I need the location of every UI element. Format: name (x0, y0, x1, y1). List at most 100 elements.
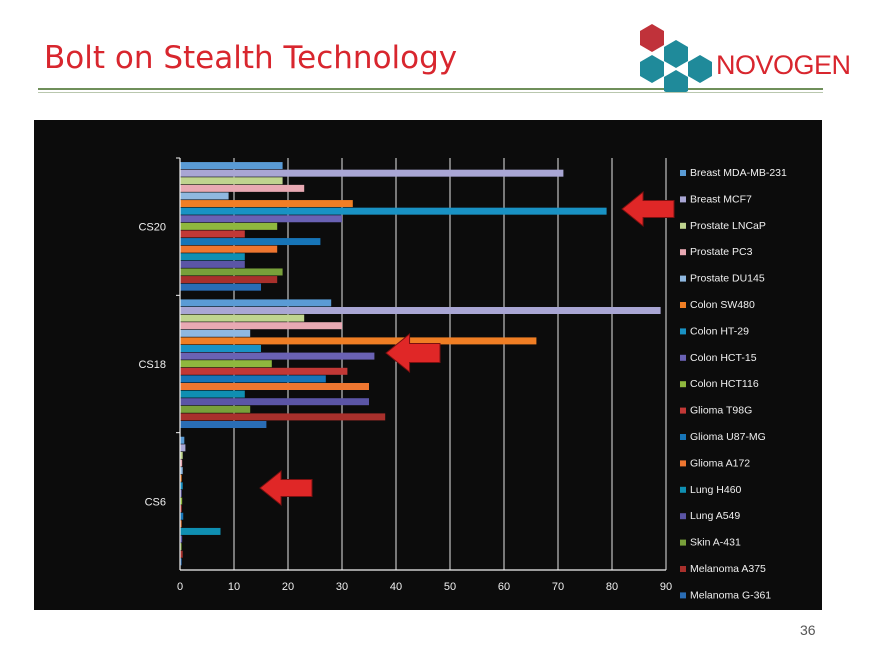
title-divider-shadow (38, 92, 823, 93)
logo-hexagon-right (688, 55, 712, 83)
bar-cs6-breast-mda-mb-231 (180, 436, 185, 444)
bar-cs6-glioma-a172 (180, 520, 182, 528)
bar-cs20-colon-sw480 (180, 200, 353, 208)
y-tick-label: CS18 (138, 359, 166, 371)
bar-cs18-colon-hct116 (180, 360, 272, 368)
x-tick-label: 80 (606, 581, 618, 593)
legend-swatch (680, 328, 686, 335)
bar-cs18-prostate-du145 (180, 329, 251, 337)
legend-entry: Breast MCF7 (690, 193, 752, 205)
bar-cs18-breast-mda-mb-231 (180, 299, 332, 307)
bar-cs6-prostate-lncap (180, 451, 183, 459)
logo-hexagon-top (640, 24, 664, 52)
legend-entry: Glioma U87-MG (690, 431, 766, 443)
legend-entry: Prostate DU145 (690, 273, 765, 285)
bar-chart: CS20 CS18 CS6 0 10 20 30 40 50 60 70 80 90 Breast MDA… (138, 157, 787, 601)
bar-cs20-breast-mda-mb-231 (180, 162, 283, 170)
legend-entry: Prostate PC3 (690, 246, 753, 258)
legend-entry: Skin A-431 (690, 537, 741, 549)
x-tick-label: 10 (228, 581, 240, 593)
bar-cs18-colon-hct-15 (180, 352, 375, 360)
page-number: 36 (800, 622, 816, 638)
bar-cs18-prostate-pc3 (180, 322, 342, 330)
bar-cs6-breast-mcf7 (180, 444, 186, 452)
legend-swatch (680, 566, 686, 572)
bar-cs6-lung-h460 (180, 527, 221, 535)
legend-entry: Breast MDA-MB-231 (690, 167, 787, 179)
x-tick-label: 90 (660, 581, 672, 593)
legend-entry: Colon HCT116 (690, 378, 759, 390)
legend-entry: Glioma A172 (690, 457, 750, 469)
bar-cs20-colon-ht-29 (180, 207, 607, 215)
legend-entry: Colon HCT-15 (690, 352, 757, 364)
bar-cs18-glioma-t98g (180, 367, 348, 375)
novogen-logo-icon (640, 24, 712, 92)
bar-cs20-colon-hct-15 (180, 215, 342, 223)
legend-swatch (680, 539, 686, 546)
bar-cs18-breast-mcf7 (180, 307, 661, 314)
legend-swatch (680, 170, 686, 176)
bar-cs6-glioma-t98g (180, 505, 182, 513)
bar-cs20-colon-hct116 (180, 222, 278, 230)
bar-cs18-glioma-a172 (180, 383, 369, 390)
red-arrow-icon (259, 469, 313, 507)
legend-entry: Melanoma G-361 (690, 589, 771, 601)
legend-entry: Colon HT-29 (690, 325, 749, 337)
legend-swatch (680, 513, 686, 520)
y-tick-label: CS6 (145, 496, 166, 508)
legend-swatch (680, 407, 686, 414)
red-arrow-icon (621, 190, 675, 228)
bar-cs6-colon-hct-15 (180, 489, 182, 497)
bar-cs6-lung-a549 (180, 535, 183, 543)
logo-hexagon-left (640, 55, 664, 83)
legend-entry: Lung H460 (690, 484, 742, 496)
bar-cs20-prostate-lncap (180, 177, 283, 185)
bar-cs20-breast-mcf7 (180, 169, 564, 177)
legend-swatch (680, 434, 686, 440)
bar-cs20-melanoma-g-361 (180, 283, 261, 291)
legend-swatch (680, 302, 686, 308)
legend-entry: Melanoma A375 (690, 563, 766, 575)
legend-swatch (680, 196, 686, 203)
logo-wordmark: NOVOGEN (716, 50, 851, 80)
bar-cs6-glioma-u87-mg (180, 512, 184, 520)
y-tick-label: CS20 (138, 222, 166, 234)
legend-swatch (680, 592, 686, 599)
legend-swatch (680, 222, 686, 229)
bar-cs20-skin-a-431 (180, 268, 283, 276)
bar-cs18-melanoma-g-361 (180, 421, 267, 428)
legend-swatch (680, 275, 686, 282)
bar-cs20-glioma-t98g (180, 230, 245, 238)
bar-cs6-melanoma-g-361 (180, 558, 182, 566)
legend-swatch (680, 249, 686, 256)
bar-cs20-glioma-a172 (180, 245, 278, 253)
bar-cs18-lung-a549 (180, 398, 369, 406)
legend-entry: Prostate LNCaP (690, 220, 766, 232)
x-tick-label: 30 (336, 581, 348, 593)
legend-swatch (680, 486, 686, 493)
x-tick-label: 0 (177, 581, 183, 593)
bar-cs20-prostate-pc3 (180, 184, 305, 192)
bar-cs18-prostate-lncap (180, 314, 305, 322)
legend-swatch (680, 460, 686, 467)
bar-cs6-colon-ht-29 (180, 482, 183, 490)
bar-cs6-prostate-du145 (180, 467, 183, 475)
bar-cs18-skin-a-431 (180, 405, 251, 413)
legend-entry: Colon SW480 (690, 299, 755, 311)
bar-cs18-lung-h460 (180, 390, 245, 398)
x-tick-label: 40 (390, 581, 402, 593)
legend-entry: Lung A549 (690, 510, 740, 522)
legend-swatch (680, 354, 686, 361)
bar-cs18-glioma-u87-mg (180, 375, 326, 383)
x-tick-label: 60 (498, 581, 510, 593)
bar-cs20-lung-a549 (180, 260, 245, 268)
slide-title: Bolt on Stealth Technology (44, 40, 458, 76)
bar-cs20-glioma-u87-mg (180, 238, 321, 246)
bar-cs18-colon-sw480 (180, 337, 537, 345)
bar-cs18-colon-ht-29 (180, 345, 261, 352)
bar-cs6-skin-a-431 (180, 543, 182, 551)
bar-cs6-prostate-pc3 (180, 459, 183, 467)
legend-swatch (680, 381, 686, 388)
bar-cs6-melanoma-a375 (180, 550, 183, 558)
logo-hexagon-bottom (664, 70, 688, 92)
